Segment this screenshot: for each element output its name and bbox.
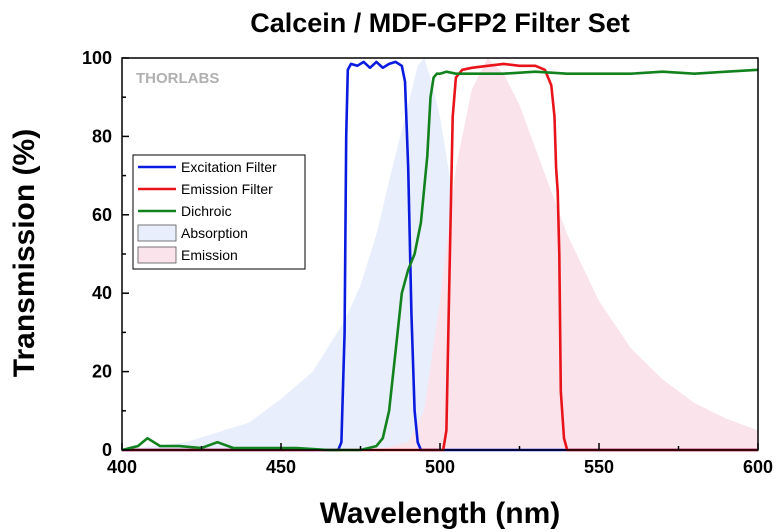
- x-tick-label: 600: [743, 457, 773, 477]
- absorption-area: [122, 58, 758, 450]
- plot-areas: [122, 58, 758, 450]
- x-axis-label: Wavelength (nm): [320, 497, 561, 530]
- legend: Excitation Filter Emission Filter Dichroic…: [132, 154, 306, 270]
- axis-ticks: 400 450 500 550 600 0 20 40 60 80 100: [82, 48, 773, 477]
- y-tick-label: 60: [92, 205, 112, 225]
- x-tick-label: 500: [425, 457, 455, 477]
- x-tick-label: 450: [266, 457, 296, 477]
- x-tick-label: 550: [584, 457, 614, 477]
- y-tick-label: 0: [102, 440, 112, 460]
- emission-filter-line: [122, 62, 758, 452]
- plot-lines: [121, 60, 759, 452]
- emission-legend-label: Emission: [181, 247, 238, 263]
- absorption-legend-swatch: [137, 224, 177, 242]
- thorlabs-watermark: THORLABS: [136, 70, 219, 87]
- dichroic-line: [121, 68, 759, 452]
- emission-filter-legend-label: Emission Filter: [181, 181, 273, 197]
- y-tick-label: 80: [92, 126, 112, 146]
- excitation-filter-legend-label: Excitation Filter: [181, 159, 277, 175]
- excitation-filter-line: [122, 60, 758, 452]
- y-tick-label: 20: [92, 362, 112, 382]
- y-axis-label: Transmission (%): [8, 129, 41, 377]
- chart-title: Calcein / MDF-GFP2 Filter Set: [250, 8, 630, 38]
- dichroic-legend-label: Dichroic: [181, 203, 232, 219]
- y-tick-label: 40: [92, 283, 112, 303]
- absorption-legend-label: Absorption: [181, 225, 248, 241]
- emission-legend-swatch: [137, 246, 177, 264]
- emission-area: [122, 58, 758, 450]
- x-tick-label: 400: [107, 457, 137, 477]
- y-tick-label: 100: [82, 48, 112, 68]
